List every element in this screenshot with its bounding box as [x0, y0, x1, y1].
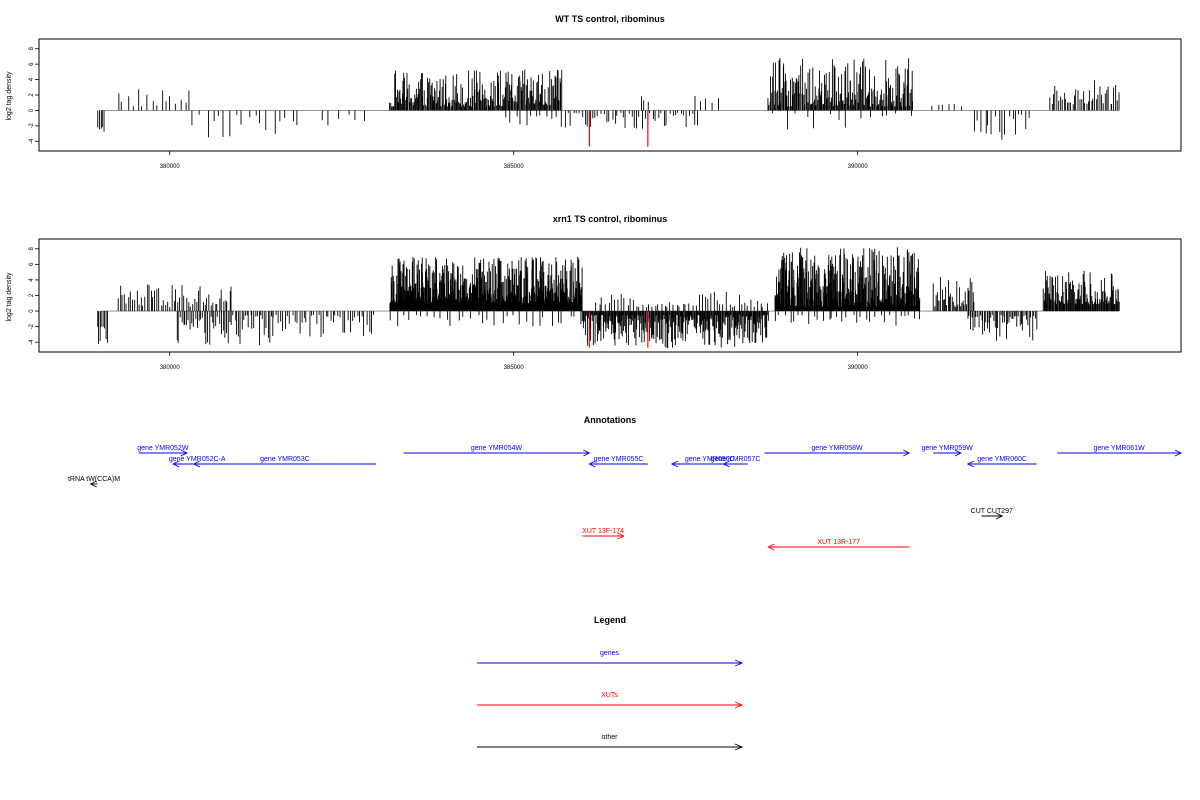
xut-label: XUT 13F-174: [582, 528, 624, 535]
y-tick-label: 2: [29, 93, 35, 97]
gene-arrowhead: [722, 460, 730, 468]
gene-label: gene YMR055C: [594, 456, 644, 463]
y-axis: -4 -2 0 2 4 6 8: [29, 46, 40, 144]
legend-xuts-label: XUTs: [601, 692, 618, 699]
gene-label: gene YMR058W: [811, 445, 863, 452]
gene-arrowhead: [966, 460, 974, 468]
xut-arrowhead: [767, 543, 775, 551]
other-feature-arrowhead: [995, 512, 1004, 520]
legend-title: Legend: [594, 615, 626, 625]
y-tick-label: 6: [29, 262, 35, 266]
y-tick-label: -4: [29, 138, 35, 144]
legend-other-label: other: [602, 734, 619, 741]
gene-label: gene YMR061W: [1093, 445, 1145, 452]
x-axis: 380000 385000 390000: [160, 352, 869, 371]
gene-label: gene YMR057C: [711, 456, 761, 463]
x-tick-label: 390000: [848, 164, 869, 170]
x-tick-label: 385000: [504, 365, 525, 371]
panel-title: xrn1 TS control, ribominus: [553, 214, 668, 224]
y-tick-label: -4: [29, 339, 35, 345]
density-bars: [97, 247, 1120, 348]
legend-items: genes XUTs other: [477, 650, 744, 751]
panel-title: WT TS control, ribominus: [555, 14, 665, 24]
y-tick-label: -2: [29, 323, 35, 329]
y-tick-label: -2: [29, 123, 35, 129]
x-tick-label: 385000: [504, 164, 525, 170]
gene-arrowhead: [583, 449, 591, 457]
y-axis-label: log2 tag density: [6, 272, 13, 322]
gene-arrowhead: [903, 449, 911, 457]
legend-genes-label: genes: [600, 650, 620, 657]
legend-arrowhead: [734, 659, 744, 667]
other-feature-arrowhead: [89, 480, 97, 488]
y-tick-label: 6: [29, 62, 35, 66]
gene-label: gene YMR056C: [685, 456, 735, 463]
y-tick-label: 8: [29, 46, 35, 50]
gene-arrowhead: [588, 460, 596, 468]
highlight-bars: [588, 311, 649, 348]
legend: Legend genes XUTs other: [477, 615, 744, 751]
gene-label: gene YMR053C: [260, 456, 310, 463]
other-feature-label: tRNA tW(CCA)M: [68, 476, 120, 483]
legend-arrowhead: [734, 701, 744, 709]
gene-arrowhead: [1174, 449, 1183, 457]
gene-label: gene YMR052W: [137, 445, 189, 452]
x-tick-label: 380000: [160, 164, 181, 170]
y-axis-label: log2 tag density: [6, 71, 13, 121]
y-tick-label: 8: [29, 246, 35, 250]
annotations-title: Annotations: [584, 415, 637, 425]
gene-label: gene YMR059W: [921, 445, 973, 452]
xut-label: XUT 13R-177: [817, 539, 860, 546]
x-axis: 380000 385000 390000: [160, 151, 869, 170]
density-bars: [97, 58, 1120, 140]
annotation-items: gene YMR052W gene YMR052C-A gene YMR053C ge…: [68, 445, 1183, 551]
gene-label: gene YMR054W: [471, 445, 523, 452]
plot-frame: [38, 238, 1182, 353]
x-tick-label: 380000: [160, 365, 181, 371]
y-tick-label: 4: [29, 77, 35, 81]
plot-frame: [38, 38, 1182, 152]
wt-density-panel: WT TS control, ribominus log2 tag densit…: [6, 14, 1182, 170]
y-tick-label: 0: [29, 309, 35, 313]
gene-label: gene YMR060C: [977, 456, 1027, 463]
y-tick-label: 2: [29, 293, 35, 297]
gene-arrowhead: [172, 460, 180, 468]
y-tick-label: 4: [29, 278, 35, 282]
highlight-bars: [588, 110, 649, 147]
x-tick-label: 390000: [848, 365, 869, 371]
legend-arrowhead: [734, 743, 744, 751]
y-tick-label: 0: [29, 108, 35, 112]
gene-arrowhead: [954, 449, 962, 457]
xrn1-density-panel: xrn1 TS control, ribominus log2 tag dens…: [6, 214, 1182, 371]
gene-arrowhead: [670, 460, 679, 468]
gene-arrowhead: [180, 449, 188, 457]
gene-arrowhead: [192, 460, 200, 468]
gene-label: gene YMR052C-A: [169, 456, 226, 463]
xut-arrowhead: [617, 532, 625, 540]
y-axis: -4 -2 0 2 4 6 8: [29, 246, 40, 345]
other-feature-label: CUT CUT297: [971, 508, 1013, 515]
